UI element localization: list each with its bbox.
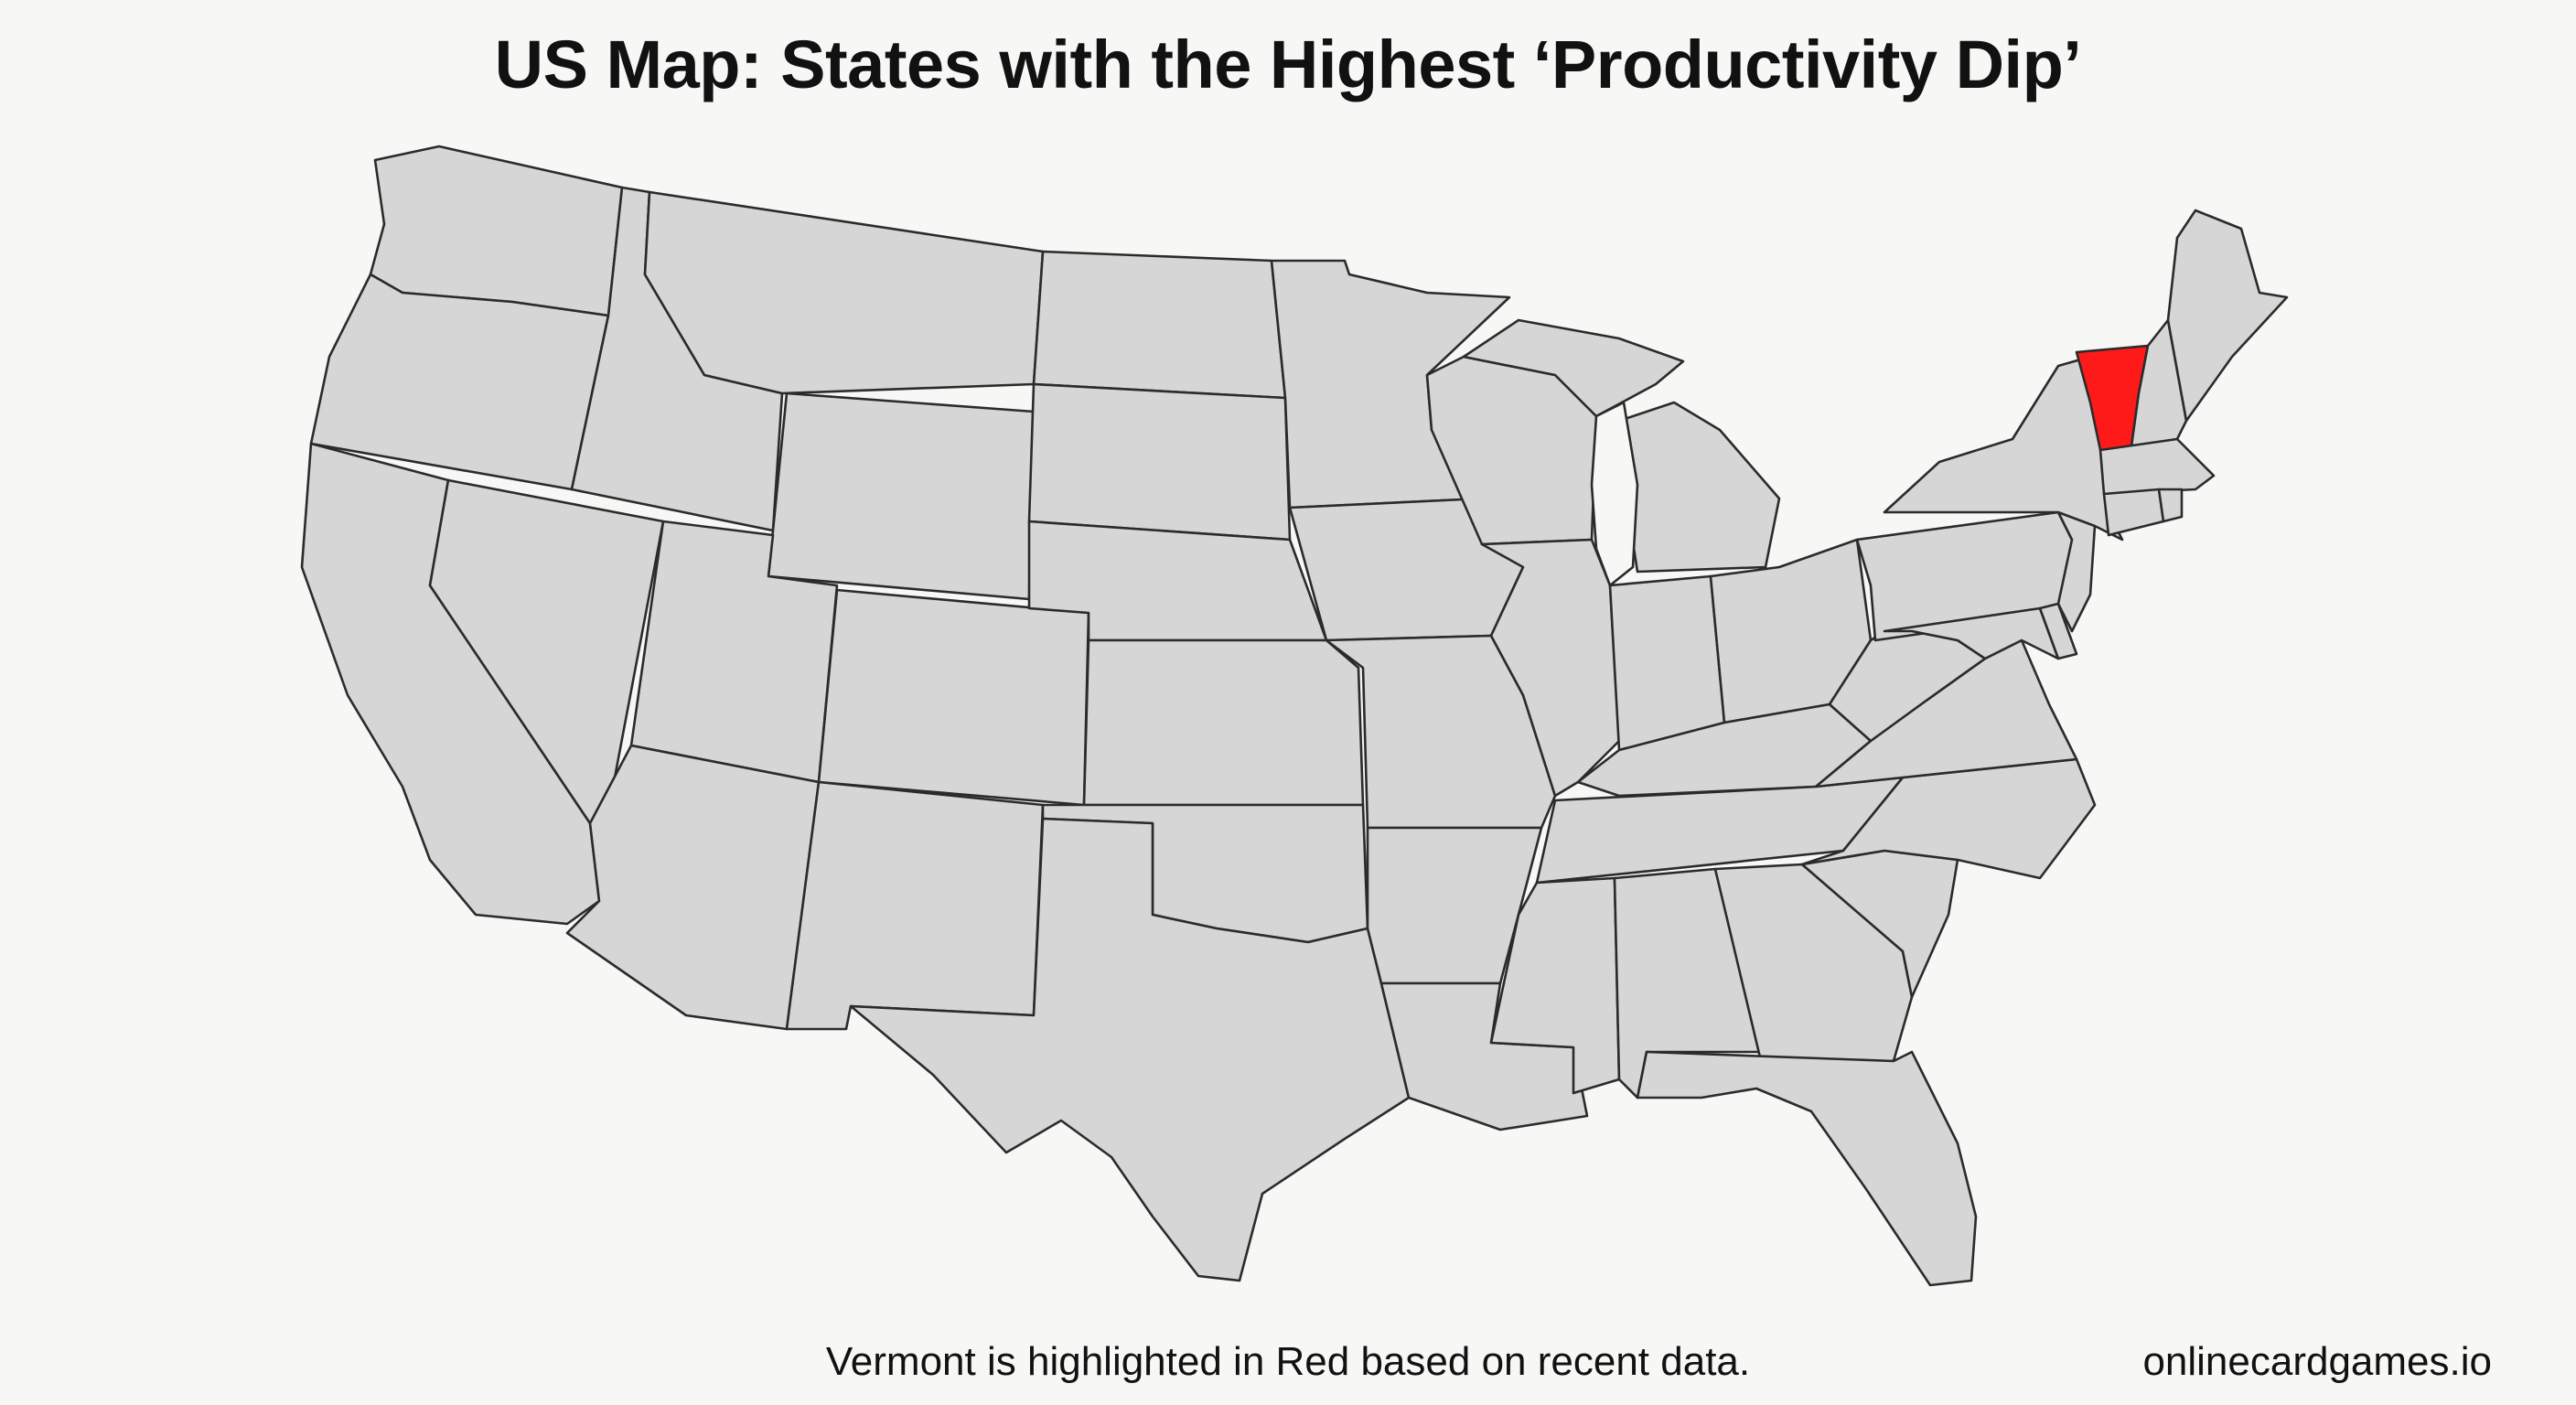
state-colorado[interactable] bbox=[817, 588, 1090, 807]
state-rhode-island[interactable] bbox=[2157, 488, 2184, 523]
map-caption: Vermont is highlighted in Red based on r… bbox=[825, 1339, 1751, 1384]
state-florida[interactable] bbox=[1636, 1050, 1978, 1287]
state-south-dakota[interactable] bbox=[1027, 382, 1292, 542]
state-kansas[interactable] bbox=[1082, 638, 1365, 807]
state-washington[interactable] bbox=[369, 145, 624, 317]
state-maine[interactable] bbox=[2166, 209, 2289, 423]
state-delaware[interactable] bbox=[2038, 602, 2078, 660]
source-credit: onlinecardgames.io bbox=[2142, 1339, 2492, 1384]
state-indiana[interactable] bbox=[1608, 574, 1726, 752]
state-north-dakota[interactable] bbox=[1032, 250, 1287, 400]
state-new-mexico[interactable] bbox=[785, 780, 1045, 1031]
state-michigan-lower[interactable] bbox=[1617, 401, 1781, 574]
state-connecticut[interactable] bbox=[2102, 488, 2165, 537]
state-texas[interactable] bbox=[849, 817, 1411, 1282]
map-title: US Map: States with the Highest ‘Product… bbox=[494, 27, 2082, 102]
lake-michigan bbox=[1590, 401, 1639, 588]
state-montana[interactable] bbox=[643, 190, 1045, 395]
state-wyoming[interactable] bbox=[767, 391, 1036, 601]
state-massachusetts[interactable] bbox=[2098, 437, 2216, 496]
state-michigan-upper[interactable] bbox=[1462, 318, 1685, 418]
